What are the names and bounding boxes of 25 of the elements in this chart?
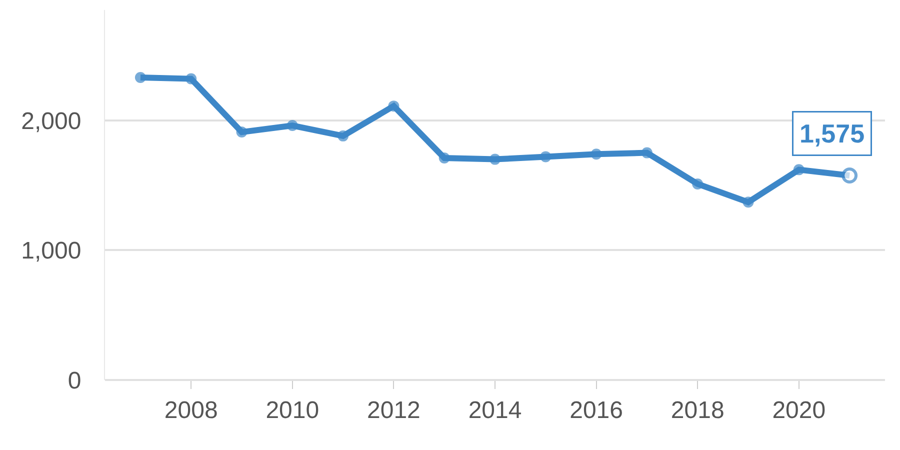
point — [590, 148, 602, 160]
x-tick-label: 2014 — [468, 396, 522, 424]
point — [186, 73, 197, 84]
x-tick-label: 2012 — [367, 396, 420, 424]
x-tick-label: 2010 — [266, 396, 320, 424]
y-tick-label: 2,000 — [21, 108, 82, 135]
point — [742, 196, 754, 208]
x-tick-label: 2008 — [164, 396, 218, 424]
y-tick-label: 0 — [68, 367, 82, 394]
x-tick-label: 2016 — [570, 396, 623, 424]
point — [641, 147, 652, 158]
point — [438, 152, 450, 164]
point — [236, 126, 248, 138]
point — [793, 164, 804, 176]
point — [286, 120, 298, 132]
point — [692, 178, 704, 190]
point — [134, 72, 146, 84]
point — [540, 151, 552, 162]
point — [338, 130, 349, 142]
point — [490, 154, 500, 165]
x-tick-label: 2018 — [670, 396, 724, 424]
point — [388, 100, 400, 112]
y-tick-label: 1,000 — [21, 238, 82, 265]
data-label: 1,575 — [800, 118, 865, 148]
x-tick-label: 2020 — [772, 396, 826, 424]
